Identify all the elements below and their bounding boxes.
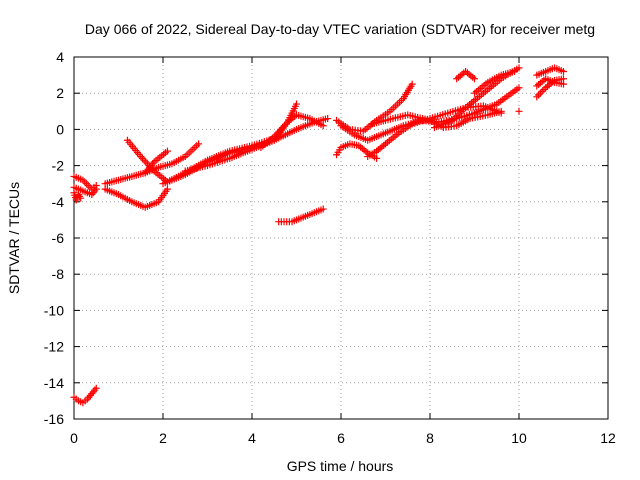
data-point — [560, 67, 567, 75]
y-tick-label: -16 — [44, 411, 64, 427]
data-point — [82, 180, 90, 188]
data-point — [515, 84, 523, 92]
data-series — [70, 64, 567, 407]
data-point — [373, 154, 381, 162]
data-point — [540, 86, 548, 94]
data-point — [84, 182, 92, 190]
data-point — [319, 122, 327, 130]
y-axis-label: SDTVAR / TECUs — [6, 182, 22, 294]
y-tick-label: -10 — [44, 302, 64, 318]
data-point — [408, 80, 416, 88]
y-axis: 4 2 0 -2 -4 -6 -8 -10 -12 -14 -16 — [44, 49, 608, 427]
y-tick-label: -4 — [52, 194, 65, 210]
x-tick-label: 0 — [70, 430, 78, 446]
chart-title: Day 066 of 2022, Sidereal Day-to-day VTE… — [85, 21, 595, 37]
x-tick-label: 6 — [337, 430, 345, 446]
data-point — [195, 140, 203, 148]
x-axis: 0 2 4 6 8 10 12 — [70, 57, 616, 446]
data-point — [293, 100, 300, 108]
y-tick-label: -6 — [52, 230, 65, 246]
x-tick-label: 10 — [511, 430, 527, 446]
data-point — [560, 75, 567, 83]
x-tick-label: 12 — [600, 430, 616, 446]
data-point — [163, 147, 171, 155]
data-point — [471, 75, 478, 83]
data-point — [77, 194, 85, 202]
data-point — [92, 384, 100, 392]
y-tick-label: -12 — [44, 339, 64, 355]
x-tick-label: 2 — [159, 430, 167, 446]
data-point — [324, 115, 332, 123]
data-point — [142, 158, 150, 166]
data-point — [535, 91, 543, 99]
data-point — [138, 154, 146, 162]
data-point — [319, 205, 327, 213]
data-point — [515, 107, 523, 115]
data-point — [533, 93, 541, 101]
y-tick-label: -8 — [52, 266, 65, 282]
x-tick-label: 4 — [248, 430, 256, 446]
data-point — [140, 156, 148, 164]
grid — [74, 57, 608, 419]
y-tick-label: 0 — [56, 121, 64, 137]
data-point — [515, 64, 523, 72]
x-axis-label: GPS time / hours — [287, 458, 394, 474]
y-tick-label: -14 — [44, 375, 64, 391]
data-point — [163, 185, 171, 193]
data-point — [497, 107, 505, 115]
data-point — [536, 89, 544, 97]
data-point — [511, 67, 519, 75]
y-tick-label: 4 — [56, 49, 64, 65]
data-point — [538, 87, 546, 95]
data-point — [92, 185, 100, 193]
x-tick-label: 8 — [426, 430, 434, 446]
y-tick-label: -2 — [52, 158, 65, 174]
y-tick-label: 2 — [56, 85, 64, 101]
